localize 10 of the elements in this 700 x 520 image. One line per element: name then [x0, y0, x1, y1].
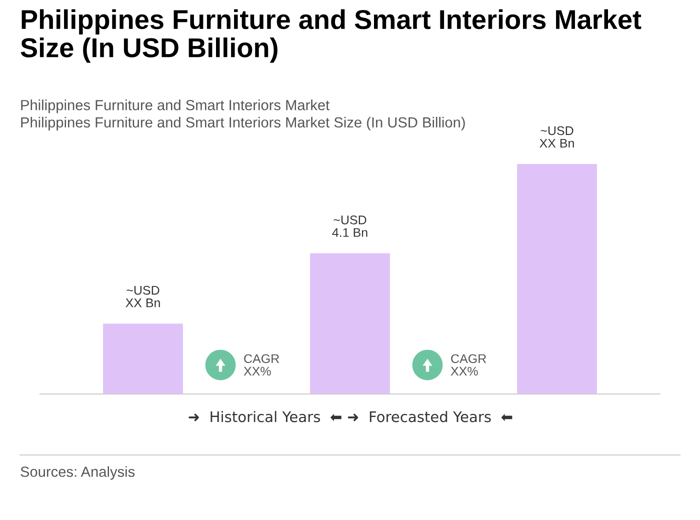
- data-label: ~USD XX Bn: [126, 286, 160, 308]
- annotation: CAGR XX%: [450, 354, 486, 376]
- data-label: ~USD XX Bn: [540, 126, 574, 148]
- text: ➜ Historical Years ⬅: [188, 410, 342, 422]
- chart-title: Philippines Furniture and Smart Interiors Market Size (In USD Billion): [20, 9, 642, 63]
- source-note: Sources: Analysis: [20, 466, 135, 480]
- annotation: CAGR XX%: [244, 354, 280, 376]
- data-label: ~USD 4.1 Bn: [332, 216, 368, 237]
- text: ➜ Forecasted Years ⬅: [348, 410, 512, 422]
- chart-subtitle: Philippines Furniture and Smart Interiors Market Philippines Furniture and Smart Interiors Market Size (In USD Billion): [21, 100, 465, 130]
